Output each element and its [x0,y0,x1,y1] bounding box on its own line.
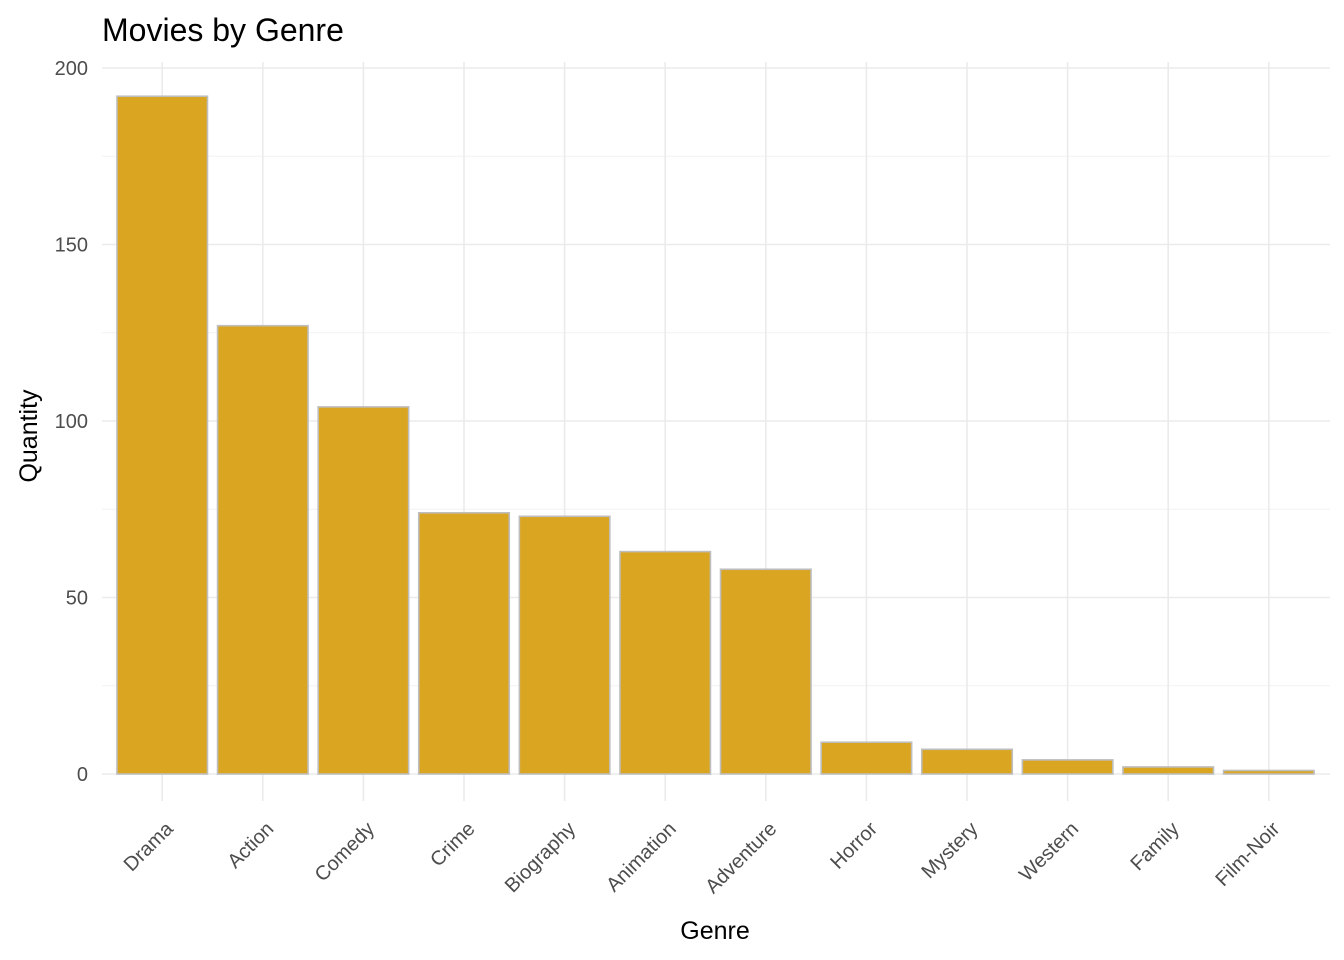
bar-mystery [920,748,1014,775]
x-tick-label: Film-Noir [1211,818,1284,891]
y-axis-title: Quantity [15,389,43,483]
bars [116,95,1315,775]
x-axis-title: Genre [680,917,749,945]
x-tick-label: Family [1127,818,1184,875]
x-tick-label: Western [1015,818,1083,886]
x-tick-label: Crime [426,818,479,871]
x-tick-label: Drama [120,817,179,876]
x-tick-label: Animation [602,818,680,896]
x-tick-label: Adventure [701,818,781,898]
bar-drama [116,95,209,775]
x-tick-label: Horror [826,818,882,874]
bar-horror [820,741,913,775]
y-axis-ticks: 0 50 100 150 200 [55,58,88,786]
y-tick-label: 150 [55,235,88,257]
x-tick-label: Action [223,818,278,873]
bar-adventure [719,568,812,775]
y-tick-label: 200 [55,58,88,80]
bar-western [1021,759,1114,775]
bar-biography [518,515,611,775]
y-tick-label: 0 [77,764,88,786]
x-tick-label: Mystery [917,818,982,883]
bar-family [1122,766,1215,775]
x-tick-label: Biography [501,818,580,897]
bar-film-noir [1222,769,1315,775]
bar-comedy [317,406,410,775]
bar-action [216,324,309,775]
bar-crime [417,511,511,775]
y-tick-label: 100 [55,411,88,433]
x-axis-ticks: Drama Action Comedy Crime Biography Animation… [120,817,1285,898]
chart-title: Movies by Genre [102,12,344,48]
y-tick-label: 50 [66,588,88,610]
x-tick-label: Comedy [311,818,379,886]
bar-animation [619,550,712,775]
